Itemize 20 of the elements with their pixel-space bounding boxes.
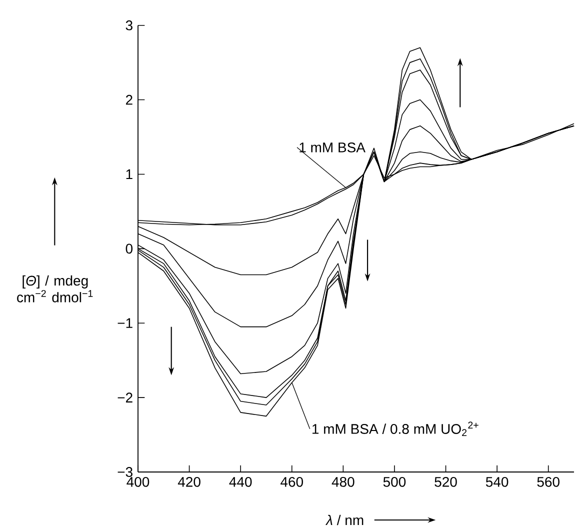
x-tick-label: 500 — [383, 476, 406, 487]
x-tick-label: 460 — [280, 476, 304, 487]
y-tick-label: 2 — [126, 94, 132, 105]
series-label: 1 mM BSA — [300, 142, 366, 152]
x-tick-label: 560 — [537, 476, 560, 487]
x-tick-label: 480 — [332, 476, 354, 487]
text: 1 mM BSA / 0.8 mM UO$_{2}$2+ — [312, 422, 478, 436]
y-tick-label: 3 — [126, 20, 132, 30]
y-tick-label: −2 — [118, 392, 132, 402]
x-tick-label: 400 — [126, 476, 150, 487]
y-tick-label: 0 — [126, 244, 133, 254]
x-axis-title: λ / nm — [325, 514, 364, 526]
x-tick-label: 540 — [486, 476, 508, 487]
y-tick-label: −3 — [118, 467, 132, 477]
y-tick-label: 1 — [126, 169, 132, 180]
y-tick-label: −1 — [118, 318, 132, 328]
y-axis-title: [Θ] / mdeg cm$^{−2}$ dmol$^{−1}$ — [17, 275, 93, 302]
x-tick-label: 440 — [229, 476, 252, 487]
x-tick-label: 420 — [178, 476, 200, 487]
x-tick-label: 520 — [434, 476, 457, 487]
